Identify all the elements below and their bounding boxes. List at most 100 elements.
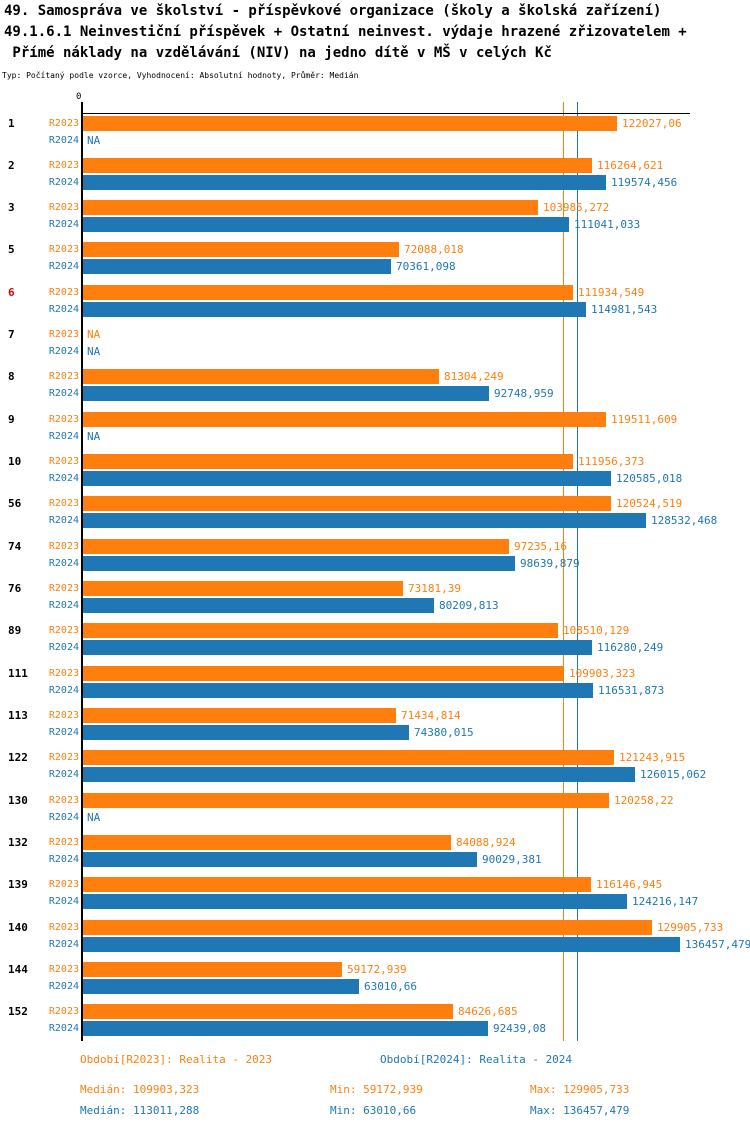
stat-min-2023: Min: 59172,939 (330, 1083, 423, 1096)
bar-r2024 (83, 767, 635, 783)
series-label-r2023: R2023 (48, 921, 79, 933)
value-label-r2024: 63010,66 (364, 979, 417, 993)
bar-r2023 (83, 707, 396, 723)
series-label-r2024: R2024 (48, 980, 79, 992)
series-label-r2023: R2023 (48, 1006, 79, 1018)
value-label-r2023: 119511,609 (611, 412, 678, 426)
series-label-r2024: R2024 (48, 938, 79, 950)
series-label-r2024: R2024 (48, 557, 79, 569)
value-label-r2024: 116280,249 (597, 641, 664, 655)
na-label-r2024: NA (87, 345, 101, 359)
row-id-label: 5 (8, 243, 15, 257)
row-id-label: 122 (8, 751, 28, 765)
series-label-r2024: R2024 (48, 134, 79, 146)
bar-r2024 (83, 555, 515, 571)
value-label-r2023: 121243,915 (619, 751, 686, 765)
series-label-r2024: R2024 (48, 684, 79, 696)
value-label-r2024: 120585,018 (616, 472, 683, 486)
series-label-r2023: R2023 (48, 456, 79, 468)
bar-r2023 (83, 834, 451, 850)
series-label-r2023: R2023 (48, 159, 79, 171)
row-id-label: 140 (8, 920, 28, 934)
bar-r2023 (83, 792, 609, 808)
bar-r2024 (83, 174, 606, 190)
na-label-r2024: NA (87, 810, 101, 824)
value-label-r2023: 84088,924 (456, 835, 516, 849)
series-label-r2023: R2023 (48, 879, 79, 891)
chart-meta-line: Typ: Počítaný podle vzorce, Vyhodnocení:… (2, 71, 359, 80)
series-label-r2024: R2024 (48, 388, 79, 400)
series-label-r2023: R2023 (48, 709, 79, 721)
series-label-r2024: R2024 (48, 726, 79, 738)
bar-r2024 (83, 682, 593, 698)
value-label-r2024: 70361,098 (396, 260, 456, 274)
series-label-r2024: R2024 (48, 769, 79, 781)
series-label-r2024: R2024 (48, 176, 79, 188)
value-label-r2024: 111041,033 (574, 218, 641, 232)
series-label-r2023: R2023 (48, 752, 79, 764)
bar-r2023 (83, 665, 564, 681)
bar-r2023 (83, 623, 558, 639)
na-label-r2023: NA (87, 328, 101, 342)
page-subtitle-2: Přímé náklady na vzdělávání (NIV) na jed… (4, 45, 552, 61)
bar-r2024 (83, 724, 409, 740)
series-label-r2023: R2023 (48, 286, 79, 298)
series-label-r2024: R2024 (48, 261, 79, 273)
bar-r2024 (83, 640, 592, 656)
value-label-r2024: 114981,543 (591, 302, 658, 316)
row-id-label: 56 (8, 497, 22, 511)
bar-r2024 (83, 471, 611, 487)
bar-r2023 (83, 750, 614, 766)
row-id-label: 6 (8, 285, 15, 299)
series-label-r2023: R2023 (48, 836, 79, 848)
value-label-r2024: 90029,381 (482, 852, 542, 866)
row-id-label: 139 (8, 878, 28, 892)
row-id-label: 2 (8, 158, 15, 172)
series-label-r2023: R2023 (48, 117, 79, 129)
value-label-r2024: 136457,479 (685, 937, 750, 951)
bar-r2024 (83, 894, 627, 910)
bar-r2023 (83, 411, 606, 427)
value-label-r2023: 72088,018 (404, 243, 464, 257)
bar-r2024 (83, 1021, 488, 1037)
bar-r2023 (83, 538, 509, 554)
value-label-r2024: 126015,062 (640, 768, 707, 782)
bar-r2024 (83, 217, 569, 233)
value-label-r2023: 122027,06 (622, 116, 682, 130)
row-id-label: 74 (8, 539, 22, 553)
series-label-r2024: R2024 (48, 811, 79, 823)
row-id-label: 3 (8, 201, 15, 215)
stat-max-2023: Max: 129905,733 (530, 1083, 630, 1096)
row-id-label: 113 (8, 708, 28, 722)
series-label-r2024: R2024 (48, 219, 79, 231)
series-label-r2023: R2023 (48, 540, 79, 552)
bar-r2024 (83, 386, 489, 402)
row-id-label: 1 (8, 116, 15, 130)
value-label-r2024: 92748,959 (494, 387, 554, 401)
series-label-r2023: R2023 (48, 413, 79, 425)
na-label-r2024: NA (87, 133, 101, 147)
series-label-r2023: R2023 (48, 583, 79, 595)
value-label-r2023: 71434,814 (401, 708, 461, 722)
median-line-2023 (563, 102, 564, 1041)
x-axis-line (81, 113, 690, 114)
legend-item-r2024: Období[R2024]: Realita - 2024 (380, 1053, 573, 1066)
row-id-label: 76 (8, 582, 22, 596)
value-label-r2023: 59172,939 (347, 962, 407, 976)
bar-r2023 (83, 369, 439, 385)
y-axis-line (81, 102, 83, 1041)
row-id-label: 7 (8, 328, 15, 342)
stat-min-2024: Min: 63010,66 (330, 1104, 417, 1117)
series-label-r2023: R2023 (48, 244, 79, 256)
bar-r2024 (83, 851, 477, 867)
row-id-label: 9 (8, 412, 15, 426)
bar-r2023 (83, 919, 652, 935)
series-label-r2023: R2023 (48, 794, 79, 806)
row-id-label: 89 (8, 624, 22, 638)
series-label-r2023: R2023 (48, 202, 79, 214)
series-label-r2023: R2023 (48, 371, 79, 383)
value-label-r2024: 74380,015 (414, 725, 474, 739)
stat-median-2024: Medián: 113011,288 (80, 1104, 200, 1117)
value-label-r2023: 73181,39 (408, 582, 461, 596)
row-id-label: 144 (8, 962, 28, 976)
